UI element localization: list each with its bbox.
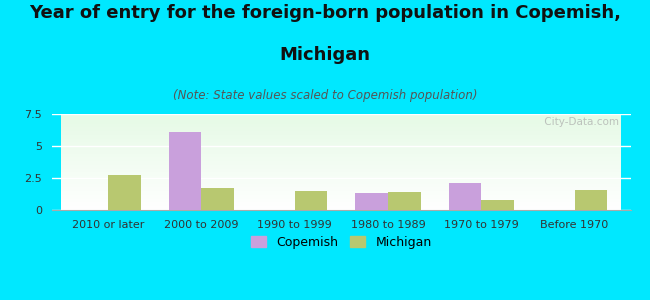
Text: Year of entry for the foreign-born population in Copemish,: Year of entry for the foreign-born popul… — [29, 4, 621, 22]
Bar — [168, 132, 202, 210]
Bar — [356, 194, 388, 210]
Bar — [202, 188, 234, 210]
Text: City-Data.com: City-Data.com — [541, 117, 619, 127]
Bar — [481, 200, 514, 210]
Text: Michigan: Michigan — [280, 46, 370, 64]
Bar — [388, 192, 421, 210]
Bar — [575, 190, 607, 210]
Legend: Copemish, Michigan: Copemish, Michigan — [246, 231, 437, 254]
Bar — [108, 176, 140, 210]
Bar — [448, 183, 481, 210]
Bar — [294, 191, 327, 210]
Text: (Note: State values scaled to Copemish population): (Note: State values scaled to Copemish p… — [173, 88, 477, 101]
